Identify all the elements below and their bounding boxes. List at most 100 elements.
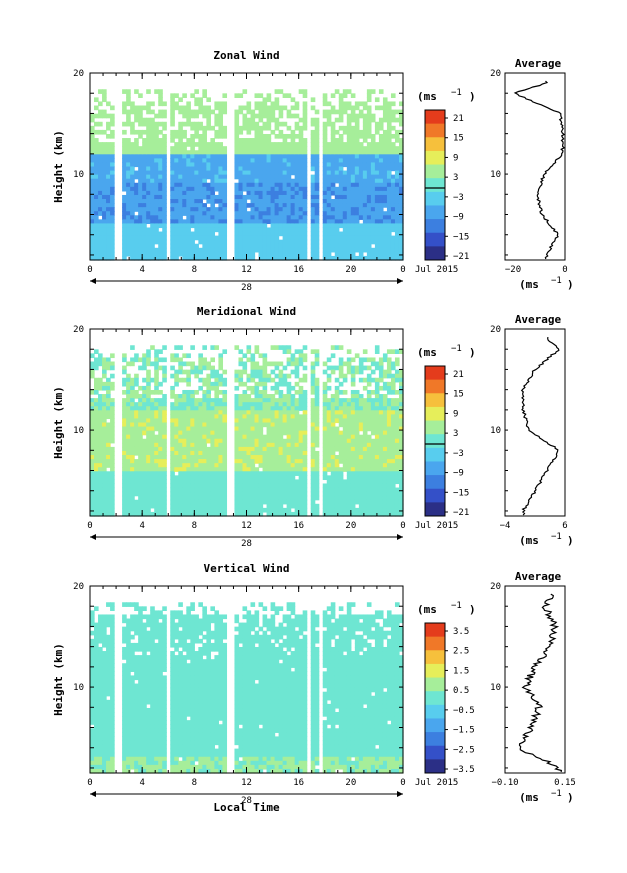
heatmap-cell	[238, 394, 244, 399]
average-x-tick-label: −20	[505, 265, 521, 275]
heatmap-cell	[162, 170, 167, 176]
heatmap-cell	[278, 113, 284, 119]
heatmap-cell	[266, 511, 272, 517]
heatmap-cell	[282, 203, 288, 208]
heatmap-cell	[174, 227, 179, 233]
heatmap-cell	[282, 406, 288, 411]
heatmap-cell	[298, 223, 304, 229]
heatmap-cell	[326, 146, 332, 151]
heatmap-cell	[310, 467, 316, 472]
heatmap-cell	[250, 174, 256, 180]
heatmap-cell	[186, 219, 191, 225]
heatmap-cell	[218, 479, 224, 485]
heatmap-cell	[186, 402, 191, 407]
heatmap-cell	[354, 170, 360, 176]
heatmap-cell	[146, 487, 151, 493]
heatmap-cell	[342, 178, 348, 184]
heatmap-cell	[94, 479, 99, 485]
heatmap-cell	[210, 223, 215, 229]
heatmap-cell	[282, 251, 288, 257]
heatmap-cell	[206, 255, 211, 261]
heatmap-cell	[366, 207, 372, 212]
heatmap-cell	[342, 459, 348, 464]
heatmap-cell	[102, 219, 107, 225]
heatmap-cell	[234, 215, 240, 220]
heatmap-cell	[302, 438, 308, 444]
heatmap-cell	[178, 199, 183, 204]
heatmap-cell	[206, 381, 211, 387]
heatmap-cell	[110, 430, 115, 436]
heatmap-cell	[182, 434, 187, 440]
heatmap-cell	[170, 199, 175, 204]
heatmap-cell	[146, 133, 151, 139]
heatmap-cell	[286, 459, 292, 464]
heatmap-cell	[322, 203, 328, 208]
heatmap-cell	[198, 194, 203, 200]
heatmap-cell	[258, 182, 264, 188]
heatmap-cell	[106, 182, 111, 188]
heatmap-cell	[170, 194, 175, 200]
heatmap-cell	[242, 247, 248, 253]
heatmap-cell	[338, 113, 344, 119]
heatmap-cell	[186, 426, 191, 432]
heatmap-cell	[98, 475, 103, 481]
heatmap-cell	[194, 207, 199, 212]
heatmap-cell	[218, 194, 224, 200]
heatmap-cell	[210, 170, 215, 176]
heatmap-cell	[346, 487, 352, 493]
heatmap-cell	[362, 239, 368, 245]
heatmap-cell	[170, 117, 175, 123]
heatmap-cell	[122, 186, 127, 192]
heatmap-cell	[322, 442, 328, 448]
heatmap-cell	[198, 442, 203, 448]
heatmap-cell	[162, 125, 167, 131]
heatmap-cell	[282, 398, 288, 403]
heatmap-cell	[150, 162, 155, 168]
heatmap-cell	[322, 93, 328, 98]
heatmap-cell	[194, 511, 199, 517]
heatmap-cell	[134, 231, 139, 237]
heatmap-cell	[222, 467, 228, 472]
heatmap-cell	[138, 459, 143, 464]
heatmap-cell	[122, 138, 127, 143]
heatmap-cell	[270, 113, 276, 119]
heatmap-cell	[218, 158, 224, 164]
heatmap-cell	[202, 125, 207, 131]
heatmap-cell	[354, 182, 360, 188]
heatmap-cell	[322, 223, 328, 229]
heatmap-cell	[354, 146, 360, 151]
heatmap-cell	[294, 503, 300, 509]
heatmap-cell	[322, 125, 328, 131]
heatmap-cell	[170, 190, 175, 196]
heatmap-cell	[98, 414, 103, 420]
heatmap-cell	[370, 142, 376, 147]
heatmap-cell	[290, 146, 296, 151]
heatmap-cell	[162, 211, 167, 216]
heatmap-cell	[102, 406, 107, 411]
heatmap-cell	[126, 455, 131, 460]
heatmap-cell	[186, 231, 191, 237]
heatmap-cell	[302, 471, 308, 476]
heatmap-cell	[206, 150, 211, 155]
heatmap-cell	[162, 146, 167, 151]
heatmap-cell	[146, 186, 151, 192]
heatmap-cell	[234, 235, 240, 241]
heatmap-cell	[186, 353, 191, 359]
heatmap-cell	[174, 426, 179, 432]
heatmap-cell	[102, 215, 107, 220]
heatmap-cell	[338, 178, 344, 184]
heatmap-cell	[270, 394, 276, 399]
heatmap-cell	[138, 203, 143, 208]
heatmap-cell	[250, 113, 256, 119]
heatmap-cell	[242, 467, 248, 472]
heatmap-cell	[206, 239, 211, 245]
heatmap-cell	[390, 101, 396, 107]
heatmap-cell	[342, 125, 348, 131]
heatmap-cell	[186, 166, 191, 172]
heatmap-cell	[170, 426, 175, 432]
heatmap-cell	[146, 361, 151, 367]
heatmap-cell	[258, 251, 264, 257]
heatmap-cell	[126, 194, 131, 200]
heatmap-cell	[142, 455, 147, 460]
heatmap-cell	[138, 93, 143, 98]
